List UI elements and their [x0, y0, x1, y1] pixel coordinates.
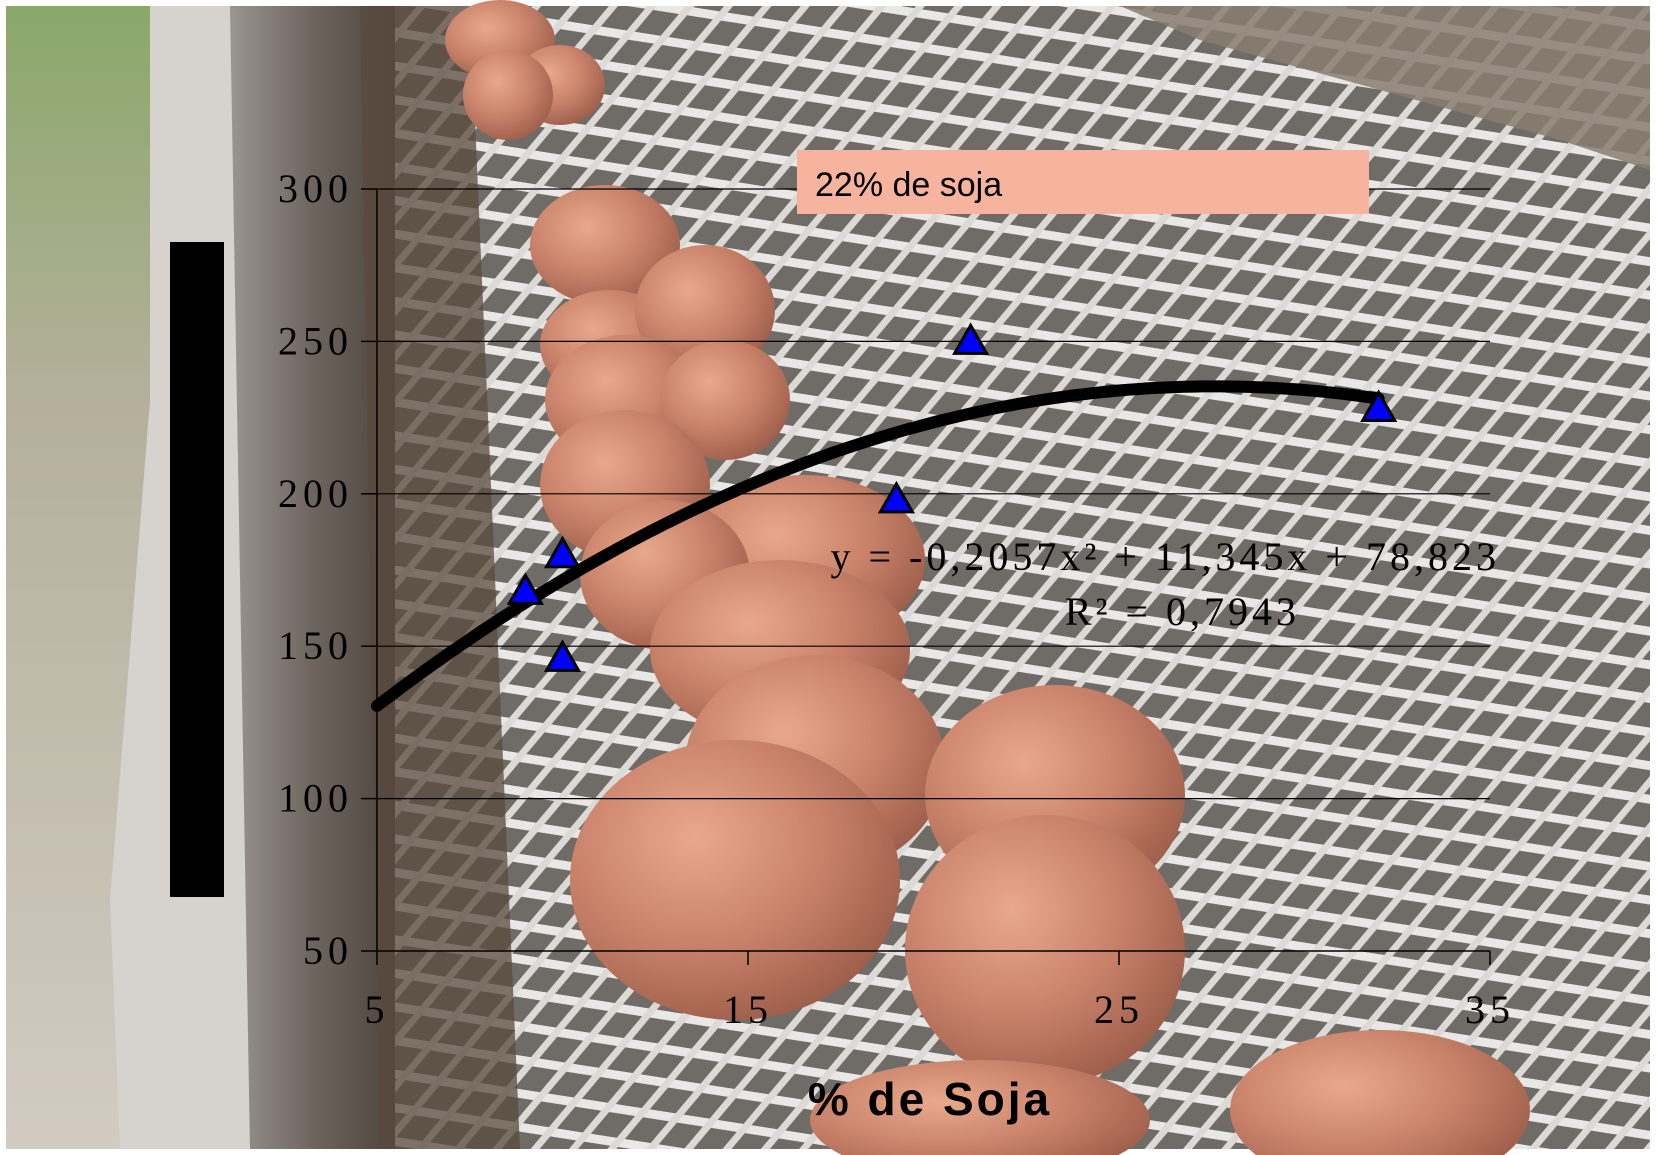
- trendline-path: [371, 380, 1385, 712]
- x-axis-ticks: 5 15 25 35: [365, 987, 1515, 1032]
- axes: [361, 188, 1491, 965]
- data-point-5: [952, 322, 990, 355]
- y-tick-label-300: 300: [278, 166, 353, 211]
- data-point-3: [543, 639, 582, 672]
- annotation-text: 22% de soja: [815, 166, 1002, 204]
- gridlines: [377, 188, 1490, 800]
- x-tick-label-35: 35: [1465, 987, 1515, 1032]
- y-tick-label-50: 50: [303, 928, 353, 973]
- x-tick-label-5: 5: [365, 987, 390, 1032]
- data-point-1: [506, 572, 544, 605]
- annotation-22-soja: 22% de soja: [797, 150, 1369, 214]
- y-tick-label-150: 150: [278, 623, 353, 668]
- y-axis-label-box: [170, 242, 224, 897]
- r-squared-label: R² = 0,7943: [1065, 589, 1300, 634]
- x-axis-label: % de Soja: [808, 1073, 1052, 1125]
- data-point-6: [1360, 389, 1398, 422]
- trendline-equation: y = -0,2057x² + 11,345x + 78,823: [830, 534, 1500, 579]
- trendline: [371, 380, 1385, 712]
- y-tick-label-100: 100: [278, 776, 353, 821]
- y-tick-label-250: 250: [278, 318, 353, 363]
- y-axis-ticks: 50 100 150 200 250 300: [278, 166, 353, 973]
- data-point-4: [877, 480, 915, 514]
- x-tick-label-15: 15: [723, 987, 773, 1032]
- x-tick-label-25: 25: [1094, 987, 1144, 1032]
- annotation-box: [797, 150, 1369, 214]
- data-point-2: [543, 535, 582, 569]
- y-tick-label-200: 200: [278, 471, 353, 516]
- data-points: [506, 322, 1398, 672]
